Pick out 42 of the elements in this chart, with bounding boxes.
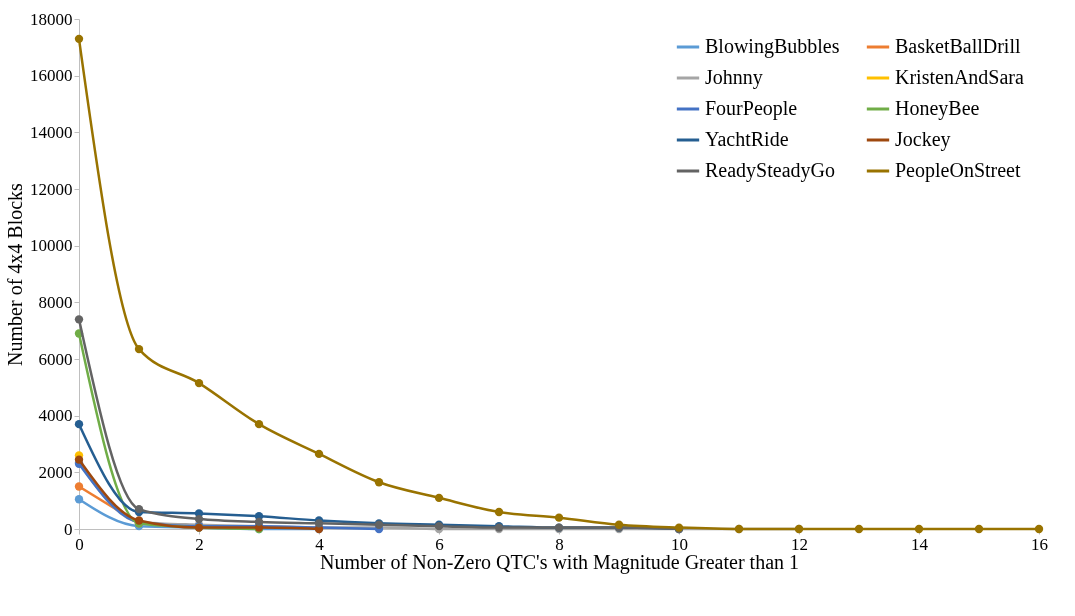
point	[914, 524, 924, 534]
point	[854, 524, 864, 534]
y-tick-label: 0	[64, 519, 73, 539]
x-tick-label: 16	[1031, 534, 1048, 554]
y-tick-label: 12000	[30, 179, 73, 199]
y-tick-label: 16000	[30, 66, 73, 86]
y-tick-label: 2000	[38, 462, 73, 482]
y-tick-label: 10000	[30, 236, 73, 256]
point	[134, 344, 144, 354]
point	[974, 524, 984, 534]
legend-label: YachtRide	[705, 128, 789, 150]
legend-label: BasketBallDrill	[895, 35, 1021, 57]
point	[494, 507, 504, 517]
y-tick-label: 4000	[38, 406, 73, 426]
point	[74, 482, 84, 491]
y-tick-label: 14000	[30, 122, 73, 142]
legend-label: Jockey	[895, 128, 951, 151]
point	[194, 514, 204, 524]
legend-label: KristenAndSara	[895, 66, 1024, 88]
point	[554, 513, 564, 522]
y-tick-label: 8000	[38, 292, 73, 312]
point	[374, 478, 384, 487]
y-axis-title: Number of 4x4 Blocks	[4, 182, 26, 366]
legend-label: BlowingBubbles	[705, 35, 840, 58]
point	[314, 449, 324, 459]
legend-label: PeopleOnStreet	[895, 159, 1021, 182]
y-tick-label: 6000	[38, 349, 73, 369]
legend-label: FourPeople	[705, 97, 798, 120]
point	[74, 419, 84, 429]
legend-label: Johnny	[705, 66, 763, 89]
y-tick-label: 18000	[30, 9, 73, 29]
point	[254, 517, 264, 527]
x-tick-label: 14	[911, 534, 929, 554]
point	[194, 378, 204, 388]
point	[74, 315, 84, 324]
point	[254, 419, 264, 429]
point	[434, 493, 444, 503]
point	[74, 495, 84, 504]
legend-label: HoneyBee	[895, 97, 980, 120]
legend-label: ReadySteadyGo	[705, 159, 835, 182]
point	[74, 34, 84, 44]
x-tick-label: 2	[195, 534, 204, 554]
